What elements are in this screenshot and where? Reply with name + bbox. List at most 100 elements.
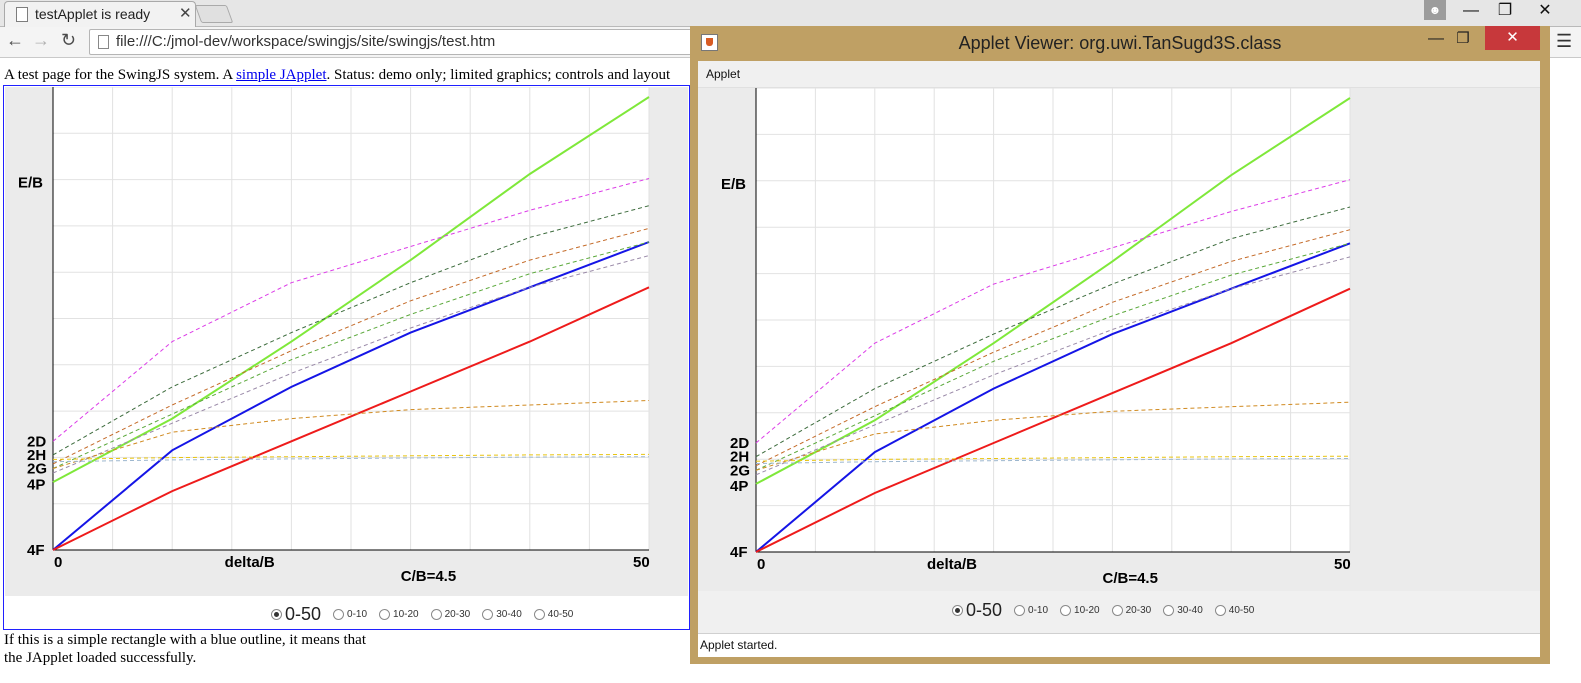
range-option-label: 30-40 xyxy=(496,608,522,620)
level-label-4F: 4F xyxy=(730,544,748,561)
viewer-maximize-button[interactable]: ❐ xyxy=(1456,30,1470,47)
close-button[interactable]: ✕ xyxy=(1538,2,1552,19)
range-option-40-50[interactable]: 40-50 xyxy=(533,608,574,620)
series-line-7 xyxy=(755,256,1351,476)
range-option-label: 40-50 xyxy=(547,608,574,620)
series-line-9 xyxy=(52,453,650,460)
series-line-1 xyxy=(755,242,1351,553)
file-icon xyxy=(98,35,109,49)
person-icon[interactable]: ☻ xyxy=(1424,0,1446,20)
x-tick-label-50: 50 xyxy=(1334,556,1351,573)
menu-applet[interactable]: Applet xyxy=(706,67,741,81)
browser-tab[interactable]: testApplet is ready ✕ xyxy=(4,1,196,27)
series-line-5 xyxy=(52,227,650,465)
page-icon xyxy=(16,7,28,22)
radio-button-icon[interactable] xyxy=(1060,604,1072,616)
x-axis-label: delta/B xyxy=(225,554,275,571)
series-line-2 xyxy=(755,287,1351,553)
radio-button-icon[interactable] xyxy=(1163,604,1175,616)
level-label-2G: 2G xyxy=(730,462,750,479)
range-option-10-20[interactable]: 10-20 xyxy=(379,608,419,620)
radio-button-icon[interactable] xyxy=(952,604,963,616)
x-tick-label-0: 0 xyxy=(54,554,62,571)
tab-title: testApplet is ready xyxy=(35,6,151,22)
series-line-7 xyxy=(52,255,650,474)
applet-frame: E/B 2D 2H 2G 4P 4F 0 50 delta/B C/B=4.5 0-50 0-10 1… xyxy=(3,85,690,630)
menu-icon[interactable]: ☰ xyxy=(1556,31,1573,51)
intro-before: A test page for the SwingJS system. A xyxy=(4,67,237,83)
radio-button-icon[interactable] xyxy=(430,608,442,620)
viewer-minimize-button[interactable]: — xyxy=(1428,30,1444,47)
range-option-0-50[interactable]: 0-50 xyxy=(952,600,1002,621)
series-line-10 xyxy=(755,458,1351,464)
range-option-0-10[interactable]: 0-10 xyxy=(333,608,367,620)
radio-button-icon[interactable] xyxy=(1111,604,1123,616)
viewer-body: Applet E/B 2D 2H 2G 4P 4F 0 50 delta/B C/B=4.5 0-… xyxy=(698,61,1540,657)
series-line-10 xyxy=(52,456,650,463)
range-option-30-40[interactable]: 30-40 xyxy=(482,608,522,620)
range-option-20-30[interactable]: 20-30 xyxy=(1111,604,1152,616)
range-option-label: 10-20 xyxy=(1074,604,1100,616)
outro-line-1: If this is a simple rectangle with a blu… xyxy=(4,632,366,648)
radio-button-icon[interactable] xyxy=(379,608,391,620)
series-line-0 xyxy=(52,96,650,483)
range-option-label: 0-50 xyxy=(285,603,322,624)
range-option-label: 0-10 xyxy=(1028,604,1049,616)
range-option-label: 20-30 xyxy=(444,608,471,620)
series-line-3 xyxy=(755,179,1351,444)
range-option-40-50[interactable]: 40-50 xyxy=(1214,604,1255,616)
series-line-1 xyxy=(52,241,650,551)
viewer-status-bar: Applet started. xyxy=(698,633,1540,657)
series-line-9 xyxy=(755,455,1351,462)
viewer-close-button[interactable]: ✕ xyxy=(1485,26,1540,50)
address-bar[interactable]: file:///C:/jmol-dev/workspace/swingjs/si… xyxy=(89,29,711,55)
back-arrow-icon[interactable]: ← xyxy=(6,30,24,50)
browser-tabstrip: testApplet is ready ✕ ☻ — ❐ ✕ xyxy=(0,0,1581,27)
java-icon xyxy=(701,34,718,51)
chart-subtitle: C/B=4.5 xyxy=(401,568,456,585)
level-label-4F: 4F xyxy=(27,542,45,559)
radio-button-icon[interactable] xyxy=(1214,604,1226,616)
applet-viewer-window: Applet Viewer: org.uwi.TanSugd3S.class —… xyxy=(690,26,1550,664)
range-option-10-20[interactable]: 10-20 xyxy=(1060,604,1100,616)
viewer-menubar: Applet xyxy=(698,61,1540,88)
radio-button-icon[interactable] xyxy=(271,608,282,620)
level-label-2H: 2H xyxy=(27,447,46,464)
chart-subtitle: C/B=4.5 xyxy=(1102,570,1157,587)
range-option-20-30[interactable]: 20-30 xyxy=(430,608,471,620)
forward-arrow-icon[interactable]: → xyxy=(32,30,50,50)
range-option-0-50[interactable]: 0-50 xyxy=(271,604,321,625)
range-option-30-40[interactable]: 30-40 xyxy=(1163,604,1203,616)
reload-icon[interactable]: ↻ xyxy=(61,30,77,50)
new-tab-button[interactable] xyxy=(194,5,234,23)
tab-close-icon[interactable]: ✕ xyxy=(179,5,192,22)
range-option-label: 40-50 xyxy=(1228,604,1255,616)
intro-after: . Status: demo only; limited graphics; c… xyxy=(326,67,671,83)
outro-line-2: the JApplet loaded successfully. xyxy=(4,650,197,666)
address-url[interactable]: file:///C:/jmol-dev/workspace/swingjs/si… xyxy=(116,33,496,50)
series-line-2 xyxy=(52,286,650,551)
x-axis-label: delta/B xyxy=(927,556,977,573)
range-option-label: 20-30 xyxy=(1125,604,1152,616)
series-line-8 xyxy=(52,400,650,469)
range-option-label: 0-50 xyxy=(966,599,1003,620)
intro-text: A test page for the SwingJS system. A si… xyxy=(4,67,692,84)
minimize-button[interactable]: — xyxy=(1463,2,1479,19)
series-line-6 xyxy=(755,242,1351,471)
radio-button-icon[interactable] xyxy=(1014,604,1026,616)
level-label-2D: 2D xyxy=(27,433,46,450)
range-option-0-10[interactable]: 0-10 xyxy=(1014,604,1049,616)
level-label-4P: 4P xyxy=(730,478,748,495)
status-text: Applet started. xyxy=(700,638,778,652)
level-label-2H: 2H xyxy=(730,449,749,466)
level-label-4P: 4P xyxy=(27,476,45,493)
radio-button-icon[interactable] xyxy=(482,608,494,620)
maximize-button[interactable]: ❐ xyxy=(1497,2,1513,19)
y-axis-label: E/B xyxy=(18,175,43,192)
viewer-title: Applet Viewer: org.uwi.TanSugd3S.class xyxy=(958,33,1282,53)
simple-japplet-link[interactable]: simple JApplet xyxy=(236,67,327,83)
series-line-6 xyxy=(52,241,650,469)
radio-button-icon[interactable] xyxy=(333,608,345,620)
radio-button-icon[interactable] xyxy=(533,608,545,620)
